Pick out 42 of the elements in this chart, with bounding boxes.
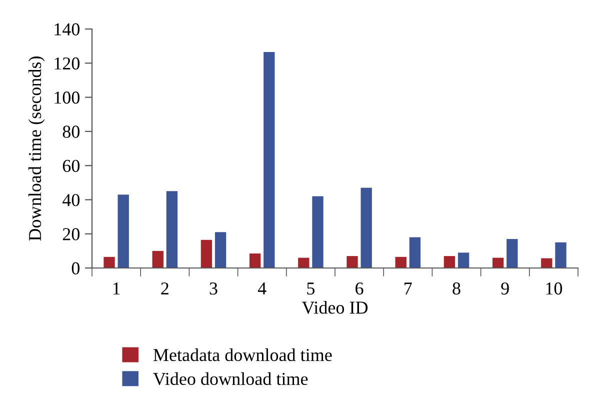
y-tick-label: 80 [62, 126, 80, 138]
bar [409, 237, 421, 268]
x-tick-label: 8 [452, 282, 460, 295]
bar [264, 52, 275, 268]
bar [298, 258, 310, 268]
bar [312, 196, 324, 268]
y-axis-title: Download time (seconds) [28, 56, 45, 241]
x-axis-title: Video ID [302, 301, 368, 314]
x-tick-label: 4 [258, 282, 266, 294]
legend-label: Video download time [153, 372, 308, 386]
bar [118, 194, 129, 268]
y-tick-label: 20 [62, 228, 80, 240]
bar [152, 250, 164, 268]
y-tick-label: 140 [54, 23, 80, 36]
x-tick-label: 1 [113, 282, 120, 294]
bar [395, 256, 406, 268]
bar [346, 256, 358, 268]
y-tick-label: 100 [54, 92, 80, 104]
x-tick-label: 5 [307, 282, 315, 295]
y-tick-label: 60 [62, 160, 80, 172]
bar [249, 253, 261, 268]
bar [444, 256, 456, 268]
bar [506, 238, 518, 268]
bar [166, 191, 178, 268]
bar [458, 252, 470, 268]
y-tick-label: 0 [72, 262, 80, 274]
y-tick-label: 120 [54, 57, 80, 70]
x-tick-label: 2 [161, 282, 168, 294]
bar [555, 242, 566, 268]
x-tick-label: 3 [210, 282, 218, 295]
bar [541, 258, 552, 268]
bar [214, 232, 226, 268]
x-tick-label: 7 [404, 282, 412, 294]
bar [200, 240, 212, 268]
bar [104, 256, 115, 268]
x-tick-label: 10 [546, 282, 562, 295]
bar [492, 258, 504, 268]
x-tick-label: 6 [356, 282, 364, 295]
y-tick-label: 40 [62, 194, 80, 206]
legend-label: Metadata download time [153, 348, 332, 362]
x-tick-label: 9 [501, 282, 509, 295]
bar [360, 188, 372, 268]
